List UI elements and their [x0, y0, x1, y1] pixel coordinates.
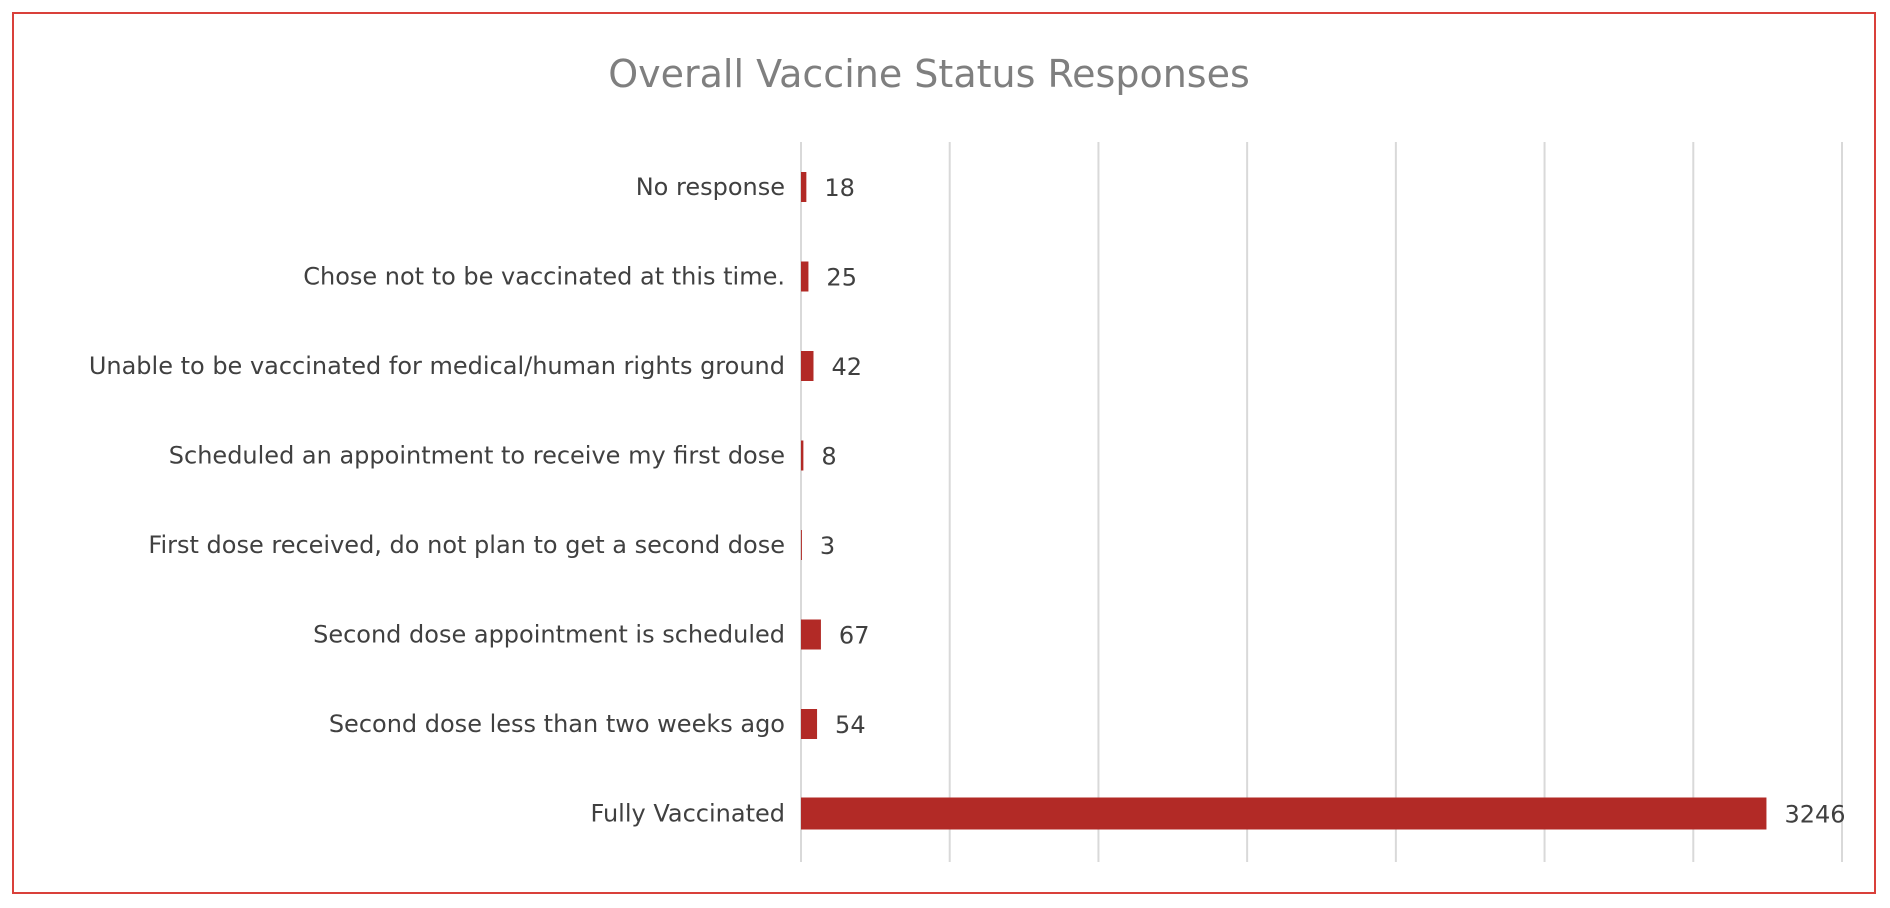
chart-title: Overall Vaccine Status Responses: [608, 52, 1250, 96]
data-label: 67: [839, 622, 870, 650]
category-label: Second dose appointment is scheduled: [313, 621, 785, 649]
bar: [801, 530, 802, 560]
gridlines: [800, 142, 1843, 862]
data-labels: 18 25 42 8 3 67 54 3246: [820, 174, 1846, 829]
data-label: 25: [826, 264, 857, 292]
data-label: 42: [831, 353, 862, 381]
category-label: No response: [636, 173, 785, 201]
category-label: Unable to be vaccinated for medical/huma…: [89, 352, 785, 380]
category-label: Fully Vaccinated: [590, 800, 785, 828]
bar: [801, 172, 807, 202]
category-labels: No response Chose not to be vaccinated at…: [89, 173, 785, 828]
bar: [801, 797, 1767, 830]
data-label: 3246: [1784, 801, 1845, 829]
bar: [801, 709, 818, 739]
data-label: 54: [835, 711, 866, 739]
bar: [801, 440, 804, 471]
chart-frame: Overall Vaccine Status Responses No resp…: [12, 12, 1876, 894]
category-label: Chose not to be vaccinated at this time.: [303, 263, 785, 291]
bar: [801, 619, 821, 650]
bar: [801, 261, 809, 292]
category-label: Second dose less than two weeks ago: [329, 710, 785, 738]
bar: [801, 351, 814, 381]
bars: [801, 172, 1767, 830]
category-label: First dose received, do not plan to get …: [148, 531, 785, 559]
data-label: 18: [824, 174, 855, 202]
category-label: Scheduled an appointment to receive my f…: [169, 442, 785, 470]
data-label: 3: [820, 532, 835, 560]
data-label: 8: [821, 443, 836, 471]
bar-chart: Overall Vaccine Status Responses No resp…: [89, 52, 1846, 862]
